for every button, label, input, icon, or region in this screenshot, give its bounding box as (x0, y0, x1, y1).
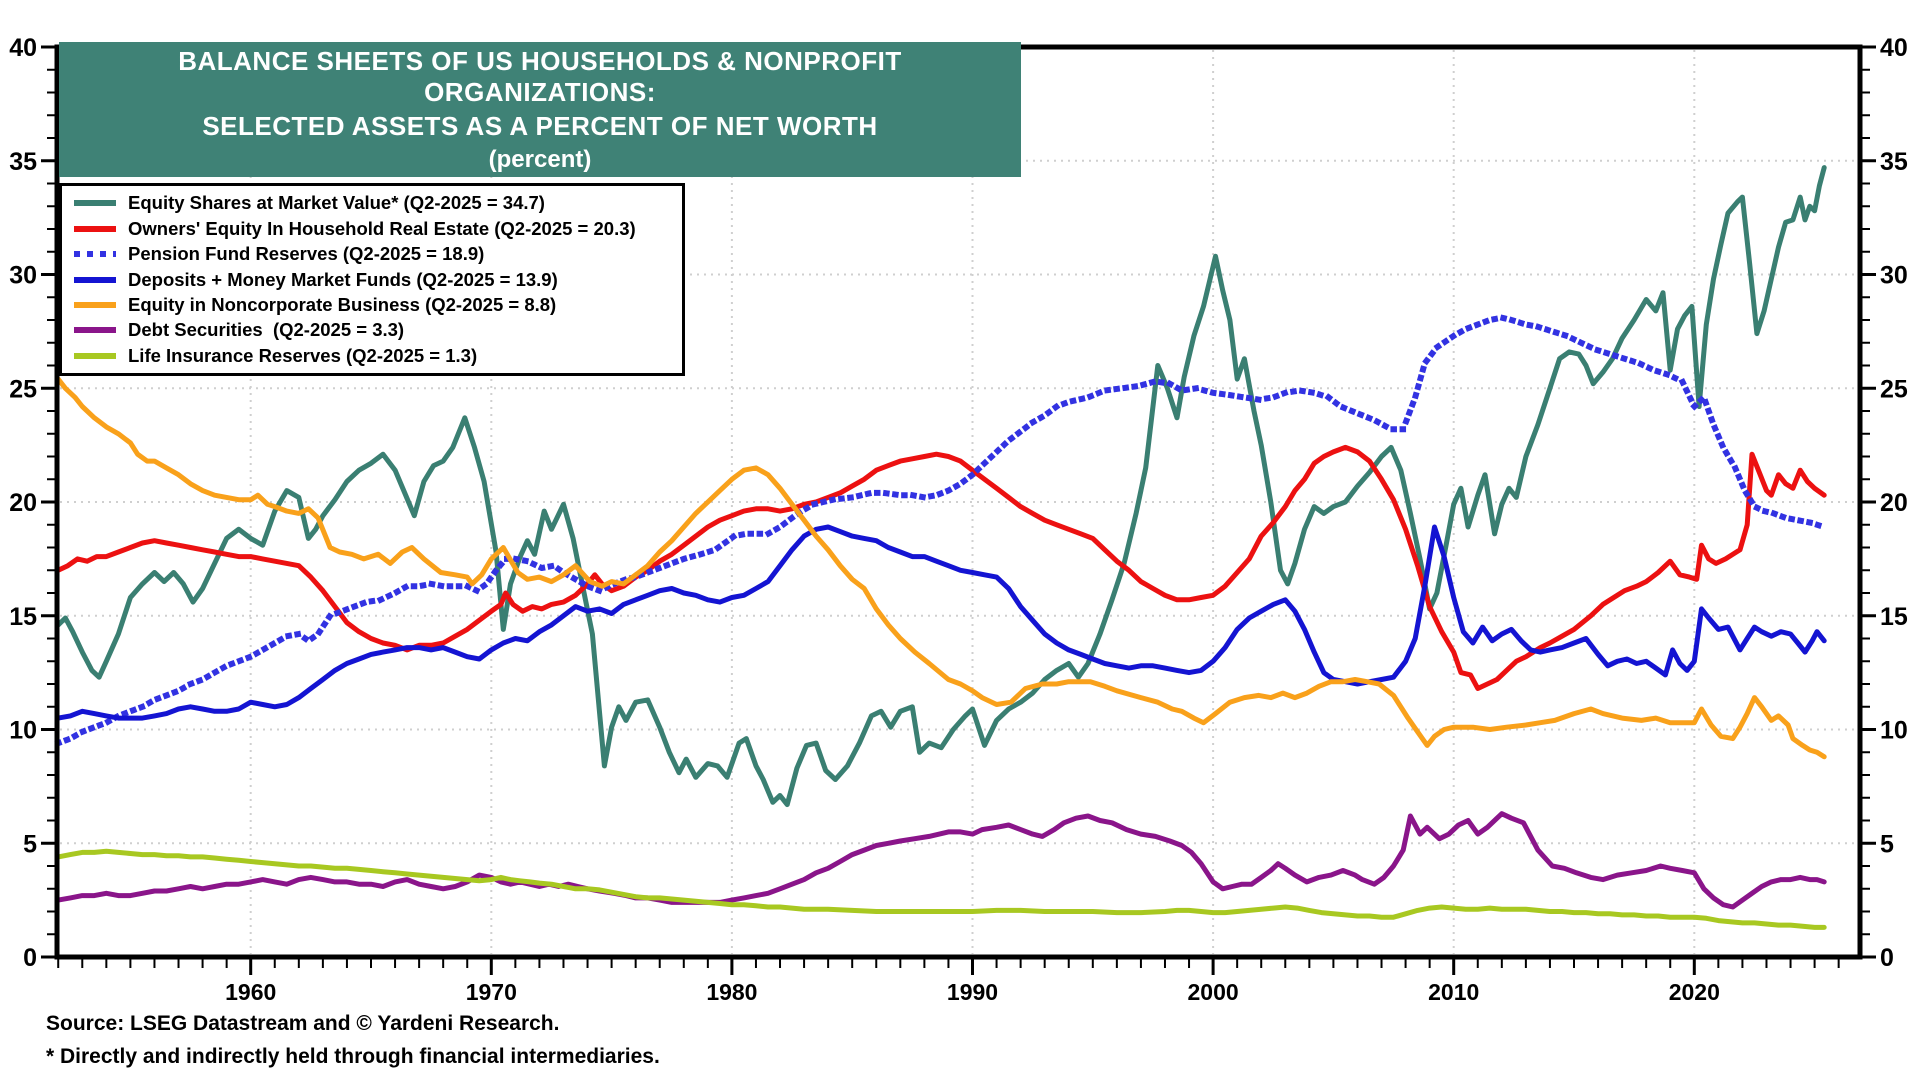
series-line-6 (55, 848, 1827, 930)
x-axis-label: 1990 (947, 979, 998, 1005)
series-line-2 (54, 314, 1828, 747)
legend-label: Owners' Equity In Household Real Estate … (128, 217, 636, 239)
y-axis-label-right: 35 (1880, 148, 1908, 176)
y-axis-label-right: 40 (1880, 34, 1908, 62)
series-line-3 (55, 524, 1827, 721)
x-axis-label: 2010 (1428, 979, 1479, 1005)
chart-title-line1: BALANCE SHEETS OF US HOUSEHOLDS & NONPRO… (178, 45, 902, 107)
y-axis-label-right: 5 (1880, 830, 1894, 858)
legend-item-0: Equity Shares at Market Value* (Q2-2025 … (74, 191, 682, 215)
chart-title-box: BALANCE SHEETS OF US HOUSEHOLDS & NONPRO… (59, 42, 1021, 177)
chart-title-line2: SELECTED ASSETS AS A PERCENT OF NET WORT… (202, 111, 878, 141)
y-axis-label-left: 20 (9, 489, 37, 517)
y-axis-label-left: 25 (9, 375, 37, 403)
legend-swatch-line-icon (74, 352, 116, 359)
legend-label: Equity in Noncorporate Business (Q2-2025… (128, 293, 557, 315)
legend-item-4: Equity in Noncorporate Business (Q2-2025… (74, 293, 682, 317)
legend-swatch-line-icon (74, 301, 116, 308)
series-line-5 (55, 811, 1827, 910)
footnote-asterisk: * Directly and indirectly held through f… (46, 1045, 660, 1068)
series-line-1 (55, 444, 1827, 691)
x-axis-label: 1970 (466, 979, 517, 1005)
y-axis-label-right: 10 (1880, 717, 1908, 745)
y-axis-label-left: 5 (23, 830, 37, 858)
source-note: Source: LSEG Datastream and © Yardeni Re… (46, 1012, 560, 1035)
legend-label: Life Insurance Reserves (Q2-2025 = 1.3) (128, 344, 478, 366)
y-axis-label-left: 15 (9, 603, 37, 631)
chart-legend: Equity Shares at Market Value* (Q2-2025 … (59, 183, 685, 376)
legend-label: Equity Shares at Market Value* (Q2-2025 … (128, 192, 545, 214)
y-axis-label-right: 20 (1880, 489, 1908, 517)
legend-item-1: Owners' Equity In Household Real Estate … (74, 217, 682, 241)
y-axis-label-left: 40 (9, 34, 37, 62)
y-axis-label-right: 25 (1880, 375, 1908, 403)
legend-item-6: Life Insurance Reserves (Q2-2025 = 1.3) (74, 344, 682, 368)
y-axis-label-right: 0 (1880, 944, 1894, 972)
legend-swatch-line-icon (74, 225, 116, 232)
legend-label: Deposits + Money Market Funds (Q2-2025 =… (128, 268, 558, 290)
series-line-0 (55, 165, 1827, 808)
y-axis-label-right: 15 (1880, 603, 1908, 631)
legend-item-3: Deposits + Money Market Funds (Q2-2025 =… (74, 268, 682, 292)
legend-swatch-dotted-icon (74, 251, 116, 258)
x-axis-label: 1960 (225, 979, 276, 1005)
y-axis-label-left: 35 (9, 148, 37, 176)
legend-item-2: Pension Fund Reserves (Q2-2025 = 18.9) (74, 242, 682, 266)
legend-item-5: Debt Securities (Q2-2025 = 3.3) (74, 318, 682, 342)
legend-swatch-line-icon (74, 200, 116, 207)
legend-label: Debt Securities (Q2-2025 = 3.3) (128, 319, 405, 341)
legend-label: Pension Fund Reserves (Q2-2025 = 18.9) (128, 243, 485, 265)
y-axis-label-right: 30 (1880, 262, 1908, 290)
x-axis-label: 2020 (1669, 979, 1720, 1005)
legend-swatch-line-icon (74, 276, 116, 283)
series-line-4 (55, 376, 1827, 760)
x-axis-label: 1980 (706, 979, 757, 1005)
y-axis-label-left: 0 (23, 944, 37, 972)
chart-title-units: (percent) (488, 145, 592, 173)
x-axis-label: 2000 (1188, 979, 1239, 1005)
legend-swatch-line-icon (74, 327, 116, 334)
y-axis-label-left: 30 (9, 262, 37, 290)
y-axis-label-left: 10 (9, 717, 37, 745)
